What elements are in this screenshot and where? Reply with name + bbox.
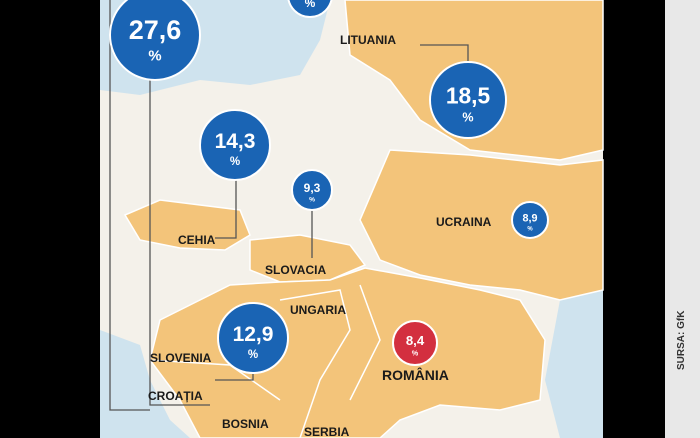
bubble-unit: % <box>148 49 161 65</box>
leader-line <box>215 373 254 381</box>
country-label: ROMÂNIA <box>382 366 449 383</box>
bubble-unit: % <box>305 0 316 10</box>
bubble <box>429 61 507 139</box>
bubble <box>199 109 271 181</box>
country-label: CROAȚIA <box>148 389 203 403</box>
country-label: BOSNIA <box>222 417 269 431</box>
bubble-value: 18,5 <box>446 82 491 108</box>
bubble-value: 27,6 <box>129 15 182 45</box>
bubble <box>511 201 549 239</box>
country-label: UCRAINA <box>436 215 492 229</box>
country-label: UNGARIA <box>290 303 346 317</box>
leader-line <box>149 80 210 406</box>
country-label: SLOVACIA <box>265 263 326 277</box>
bubble-unit: % <box>248 349 258 361</box>
leader-line <box>109 0 150 411</box>
country-label: CEHIA <box>178 233 216 247</box>
bubble-unit: % <box>309 196 315 203</box>
bubble-unit: % <box>412 349 419 358</box>
bubble-value: 8,9 <box>522 213 537 225</box>
bubble-value: 8,4 <box>406 333 425 348</box>
country-area <box>359 149 604 301</box>
bubble <box>109 0 201 81</box>
country-label: LITUANIA <box>340 33 396 47</box>
sea <box>545 290 603 438</box>
leader-line <box>420 44 469 62</box>
bubble-value: 9,3 <box>304 181 321 195</box>
country-label: SERBIA <box>304 425 350 438</box>
bubble-unit: % <box>462 111 473 125</box>
bubble-unit: % <box>230 156 240 168</box>
country-label: SLOVENIA <box>150 351 212 365</box>
country-area <box>249 234 367 283</box>
bubble <box>392 320 438 366</box>
bubble-unit: % <box>527 226 533 232</box>
source: SURSA: GfK <box>676 310 687 370</box>
leader-line <box>215 180 237 239</box>
bubble-value: 12,9 <box>233 323 274 346</box>
bubble <box>217 302 289 374</box>
sea <box>100 330 190 438</box>
bubble <box>287 0 333 18</box>
bubble <box>291 169 333 211</box>
bubble-value: 14,3 <box>215 130 256 153</box>
side-strip <box>665 0 700 438</box>
